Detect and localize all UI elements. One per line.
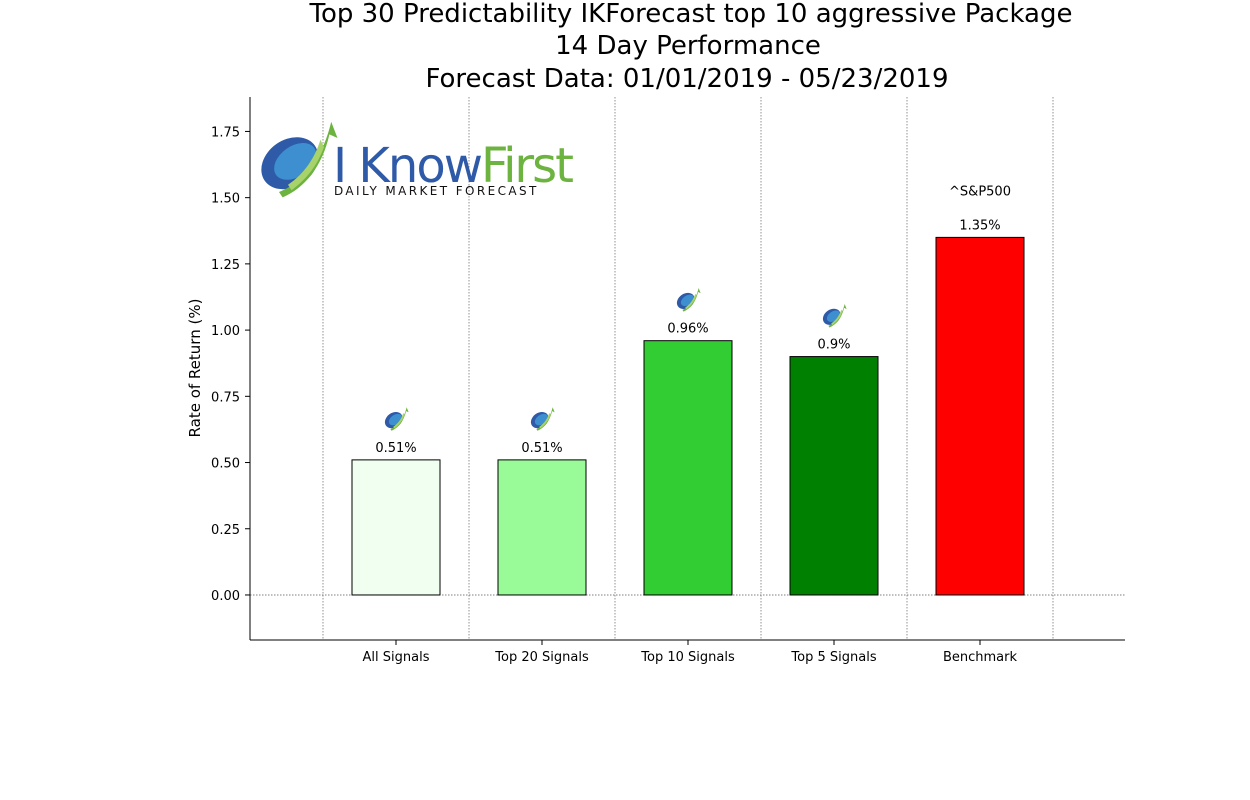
bar-top-10-signals [643, 340, 733, 596]
signal-logo-icon [382, 407, 409, 432]
data-label: 0.96% [667, 322, 708, 337]
bar-all-signals [351, 459, 441, 596]
y-tick-label: 0.75 [211, 390, 240, 405]
benchmark-label: ^S&P500 [949, 184, 1011, 199]
y-tick-label: 1.50 [211, 192, 240, 207]
signal-logo-icon [820, 303, 847, 329]
signal-icons [382, 288, 847, 432]
x-tick-label: All Signals [363, 650, 430, 665]
data-label: 0.51% [375, 441, 416, 456]
chart-title: Top 30 Predictability IKForecast top 10 … [308, 0, 1072, 94]
data-label: 1.35% [959, 218, 1000, 233]
y-tick-label: 1.00 [211, 324, 240, 339]
y-tick-label: 0.00 [211, 589, 240, 604]
iknowfirst-logo: I KnowFirst Daily Market Forecast [252, 121, 575, 200]
y-tick-label: 0.25 [211, 523, 240, 538]
x-tick-label: Top 20 Signals [494, 650, 589, 665]
bars [351, 236, 1025, 596]
logo-swirl-icon [252, 121, 338, 200]
data-labels: 0.51% 0.51% 0.96% 0.9% 1.35% ^S&P500 [375, 184, 1011, 455]
logo-tagline: Daily Market Forecast [334, 184, 539, 198]
data-label: 0.9% [817, 338, 850, 353]
logo-wordmark: I KnowFirst [333, 138, 573, 194]
y-axis-title: Rate of Return (%) [186, 299, 204, 438]
y-tick-label: 0.50 [211, 457, 240, 472]
bar-top-20-signals [497, 459, 587, 596]
bar-benchmark [935, 236, 1025, 596]
x-tick-label: Top 10 Signals [640, 650, 735, 665]
y-tick-label: 1.75 [211, 125, 240, 140]
data-label: 0.51% [521, 441, 562, 456]
logo-word-i: I [333, 138, 358, 194]
x-ticks: All Signals Top 20 Signals Top 10 Signals T… [363, 640, 1018, 665]
title-line-3: Forecast Data: 01/01/2019 - 05/23/2019 [425, 64, 948, 94]
y-ticks: 0.00 0.25 0.50 0.75 1.00 1.25 1.50 1.75 [211, 125, 250, 604]
title-line-1: Top 30 Predictability IKForecast top 10 … [308, 0, 1072, 29]
logo-word-first: First [481, 138, 573, 194]
bar-top-5-signals [789, 356, 879, 596]
logo-word-know: Know [358, 138, 481, 194]
y-tick-label: 1.25 [211, 258, 240, 273]
signal-logo-icon [528, 407, 555, 432]
signal-logo-icon [674, 288, 701, 313]
x-tick-label: Benchmark [943, 650, 1018, 665]
x-tick-label: Top 5 Signals [790, 650, 876, 665]
title-line-2: 14 Day Performance [555, 31, 821, 61]
